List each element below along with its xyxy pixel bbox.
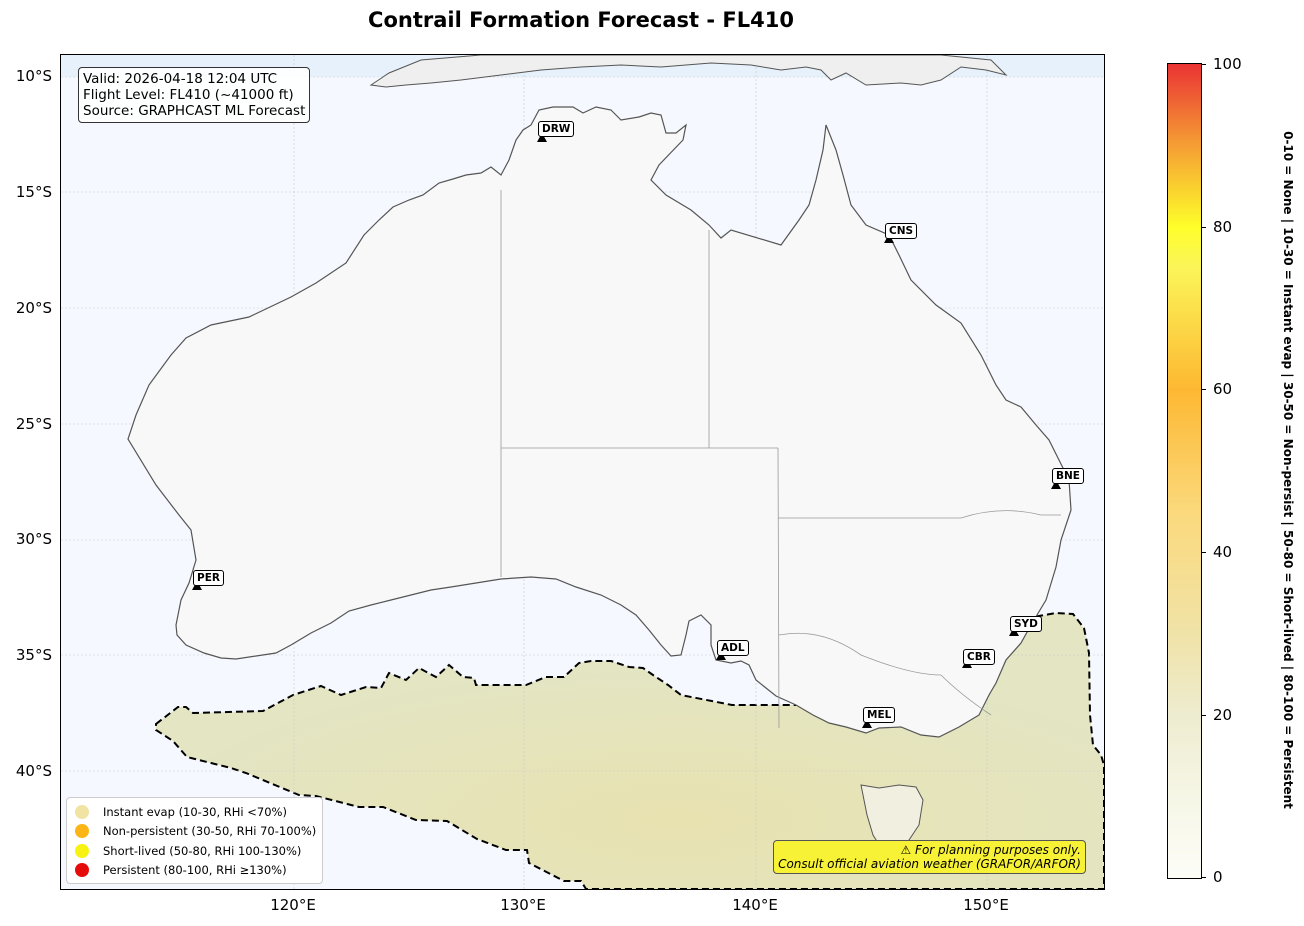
lon-tick-120e: 120°E (270, 896, 316, 914)
lat-tick-30s: 30°S (15, 530, 52, 548)
state-borders (500, 190, 1061, 729)
city-label-bne[interactable]: BNE (1052, 468, 1084, 484)
legend-item-persistent: Persistent (80-100, RHi ≥130%) (75, 861, 316, 881)
chart-title: Contrail Formation Forecast - FL410 (368, 8, 794, 32)
colorbar-tick-label: 80 (1213, 218, 1233, 236)
city-label-adl[interactable]: ADL (717, 640, 749, 656)
legend-item-short-lived: Short-lived (50-80, RHi 100-130%) (75, 841, 316, 861)
city-marker-mel (862, 719, 872, 728)
legend-dot-short-lived (75, 843, 89, 858)
colorbar-tick-label: 40 (1213, 543, 1233, 561)
city-marker-bne (1051, 480, 1061, 489)
warning-line-2: Consult official aviation weather (GRAFO… (778, 857, 1081, 871)
map-legend: Instant evap (10-30, RHi <70%) Non-persi… (66, 797, 324, 884)
colorbar (1167, 63, 1202, 879)
lon-tick-150e: 150°E (963, 896, 1009, 914)
australia-landmass (127, 106, 1072, 738)
colorbar-tick-60: 60 (1201, 380, 1232, 398)
city-label-mel[interactable]: MEL (863, 707, 896, 723)
tasmania-landmass (860, 784, 924, 852)
colorbar-tick-label: 20 (1213, 706, 1233, 724)
map-panel[interactable]: Valid: 2026-04-18 12:04 UTC Flight Level… (60, 54, 1105, 890)
city-label-cbr[interactable]: CBR (963, 649, 995, 665)
new-guinea-landmass (369, 55, 1008, 88)
legend-label: Non-persistent (30-50, RHi 70-100%) (103, 824, 317, 839)
flight-level: Flight Level: FL410 (~41000 ft) (83, 87, 294, 103)
city-label-per[interactable]: PER (193, 570, 224, 586)
lat-tick-35s: 35°S (15, 646, 52, 664)
lat-tick-20s: 20°S (15, 299, 52, 317)
colorbar-tick-0: 0 (1201, 868, 1223, 886)
city-marker-drw (537, 133, 547, 142)
legend-dot-instant-evap (75, 804, 89, 819)
colorbar-tick-80: 80 (1201, 218, 1232, 236)
legend-dot-non-persistent (75, 824, 89, 839)
legend-label: Short-lived (50-80, RHi 100-130%) (103, 843, 302, 858)
colorbar-label: 0-10 = None | 10-30 = Instant evap | 30-… (1281, 131, 1295, 809)
lat-tick-40s: 40°S (15, 762, 52, 780)
warning-line-1: ⚠ For planning purposes only. (900, 843, 1081, 857)
colorbar-tick-label: 0 (1213, 868, 1223, 886)
city-label-syd[interactable]: SYD (1010, 616, 1042, 632)
legend-label: Instant evap (10-30, RHi <70%) (103, 804, 287, 819)
lat-tick-10s: 10°S (15, 67, 52, 85)
planning-warning-box: ⚠ For planning purposes only. Consult of… (773, 840, 1086, 874)
city-label-cns[interactable]: CNS (885, 223, 918, 239)
valid-time: Valid: 2026-04-18 12:04 UTC (83, 71, 278, 87)
legend-item-instant-evap: Instant evap (10-30, RHi <70%) (75, 802, 316, 822)
colorbar-tick-40: 40 (1201, 543, 1232, 561)
lon-tick-130e: 130°E (500, 896, 546, 914)
lat-tick-15s: 15°S (15, 183, 52, 201)
lat-tick-25s: 25°S (15, 415, 52, 433)
forecast-info-box: Valid: 2026-04-18 12:04 UTC Flight Level… (78, 67, 311, 123)
colorbar-tick-label: 100 (1213, 55, 1242, 73)
legend-item-non-persistent: Non-persistent (30-50, RHi 70-100%) (75, 822, 316, 842)
data-source: Source: GRAPHCAST ML Forecast (83, 103, 306, 119)
city-label-drw[interactable]: DRW (538, 121, 575, 137)
colorbar-tick-label: 60 (1213, 380, 1233, 398)
legend-label: Persistent (80-100, RHi ≥130%) (103, 863, 287, 878)
map-canvas (61, 55, 1104, 889)
colorbar-tick-100: 100 (1201, 55, 1242, 73)
lon-tick-140e: 140°E (732, 896, 778, 914)
colorbar-tick-20: 20 (1201, 706, 1232, 724)
legend-dot-persistent (75, 863, 89, 878)
